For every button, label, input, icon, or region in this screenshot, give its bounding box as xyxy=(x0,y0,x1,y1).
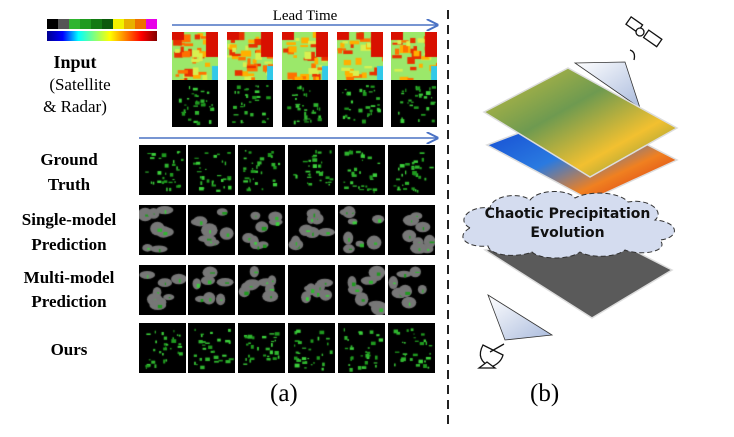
input-label-line2: (Satellite xyxy=(49,75,111,94)
prediction-frame xyxy=(238,265,285,315)
prediction-frame xyxy=(238,323,285,373)
input-satellite-frame xyxy=(227,32,273,80)
cloud-label-line2: Evolution xyxy=(530,225,605,241)
colorbar-swatch xyxy=(80,19,91,29)
prediction-frame xyxy=(338,145,385,195)
prediction-frame xyxy=(139,323,186,373)
input-radar-frame xyxy=(227,80,273,127)
input-satellite-frame xyxy=(391,32,437,80)
row-label-multi-model-1: Multi-model xyxy=(23,268,115,287)
colorbar-swatch xyxy=(124,19,135,29)
prediction-frame xyxy=(139,265,186,315)
caption-a: (a) xyxy=(270,380,298,407)
input-satellite-frame xyxy=(172,32,218,80)
satellite-icon xyxy=(625,15,663,61)
prediction-frame xyxy=(238,145,285,195)
colorbar-swatch xyxy=(135,19,146,29)
prediction-frame xyxy=(188,323,235,373)
prediction-frame xyxy=(388,145,435,195)
prediction-frame xyxy=(338,205,385,255)
prediction-frame xyxy=(338,265,385,315)
prediction-frame xyxy=(139,205,186,255)
prediction-frame xyxy=(188,265,235,315)
colorbar-swatch xyxy=(58,19,69,29)
row-label-multi-model-2: Prediction xyxy=(31,292,107,311)
prediction-frame xyxy=(139,145,186,195)
colorbar-swatch xyxy=(47,19,58,29)
row-label-ground-truth-1: Ground xyxy=(40,150,98,169)
cloud-label-line1: Chaotic Precipitation xyxy=(484,206,651,222)
colorbar-swatch xyxy=(91,19,102,29)
input-satellite-frame xyxy=(337,32,383,80)
satellite-beam xyxy=(573,61,641,110)
colorbar-swatch xyxy=(102,19,113,29)
prediction-frame xyxy=(338,323,385,373)
colorbar-continuous xyxy=(47,31,157,41)
input-radar-frame xyxy=(391,80,437,127)
row-label-ours: Ours xyxy=(50,340,88,359)
input-radar-frame xyxy=(282,80,328,127)
input-label-line3: & Radar) xyxy=(43,97,107,116)
caption-b: (b) xyxy=(530,380,560,407)
prediction-frame xyxy=(288,323,335,373)
prediction-frame xyxy=(288,145,335,195)
input-radar-frame xyxy=(337,80,383,127)
input-satellite-frame xyxy=(282,32,328,80)
prediction-frame xyxy=(188,205,235,255)
prediction-frame xyxy=(238,205,285,255)
layer-satellite xyxy=(482,67,679,178)
prediction-frame xyxy=(388,265,435,315)
colorbar-swatch xyxy=(69,19,80,29)
input-label-title: Input xyxy=(53,52,97,72)
prediction-frame xyxy=(388,323,435,373)
radar-beam xyxy=(487,294,554,341)
prediction-frame xyxy=(288,205,335,255)
cloud-shape xyxy=(462,191,675,259)
colorbar-swatch xyxy=(146,19,157,29)
prediction-frame xyxy=(388,205,435,255)
row-label-ground-truth-2: Truth xyxy=(47,175,91,194)
row-label-single-model-2: Prediction xyxy=(31,235,107,254)
colorbar-swatch xyxy=(113,19,124,29)
lead-time-label: Lead Time xyxy=(272,8,338,24)
colorbar-discrete xyxy=(47,19,157,29)
prediction-frame xyxy=(188,145,235,195)
row-label-single-model-1: Single-model xyxy=(21,210,117,229)
cloud-label: Chaotic Precipitation Evolution xyxy=(460,205,675,243)
radar-dish-icon xyxy=(477,343,505,369)
input-radar-frame xyxy=(172,80,218,127)
prediction-frame xyxy=(288,265,335,315)
